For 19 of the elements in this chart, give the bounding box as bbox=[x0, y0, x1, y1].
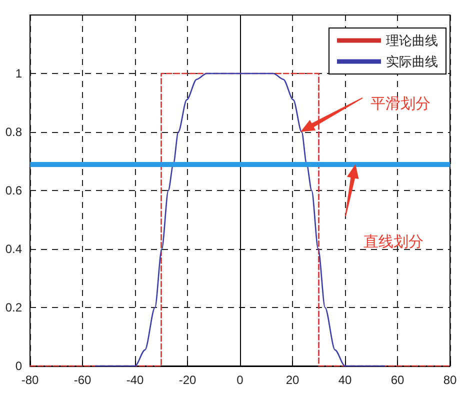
x-tick-label: -80 bbox=[21, 373, 39, 387]
x-tick-label: -60 bbox=[74, 373, 92, 387]
x-tick-label: 80 bbox=[443, 373, 457, 387]
legend-label: 理论曲线 bbox=[386, 33, 438, 48]
y-tick-label: 0.8 bbox=[5, 125, 22, 139]
x-tick-label: 20 bbox=[286, 373, 300, 387]
y-tick-label: 0 bbox=[15, 359, 22, 373]
x-tick-label: -40 bbox=[126, 373, 144, 387]
y-tick-label: 0.2 bbox=[5, 300, 22, 314]
x-tick-label: -20 bbox=[178, 373, 196, 387]
annotation: 平滑划分 bbox=[370, 95, 430, 112]
x-tick-label: 60 bbox=[390, 373, 404, 387]
y-tick-label: 0.4 bbox=[5, 242, 22, 256]
y-tick-label: 1 bbox=[15, 66, 22, 80]
legend-label: 实际曲线 bbox=[386, 54, 438, 69]
annotation: 直线划分 bbox=[364, 234, 424, 251]
y-tick-label: 0.6 bbox=[5, 184, 22, 198]
x-tick-label: 0 bbox=[236, 373, 244, 387]
x-tick-label: 40 bbox=[338, 373, 352, 387]
